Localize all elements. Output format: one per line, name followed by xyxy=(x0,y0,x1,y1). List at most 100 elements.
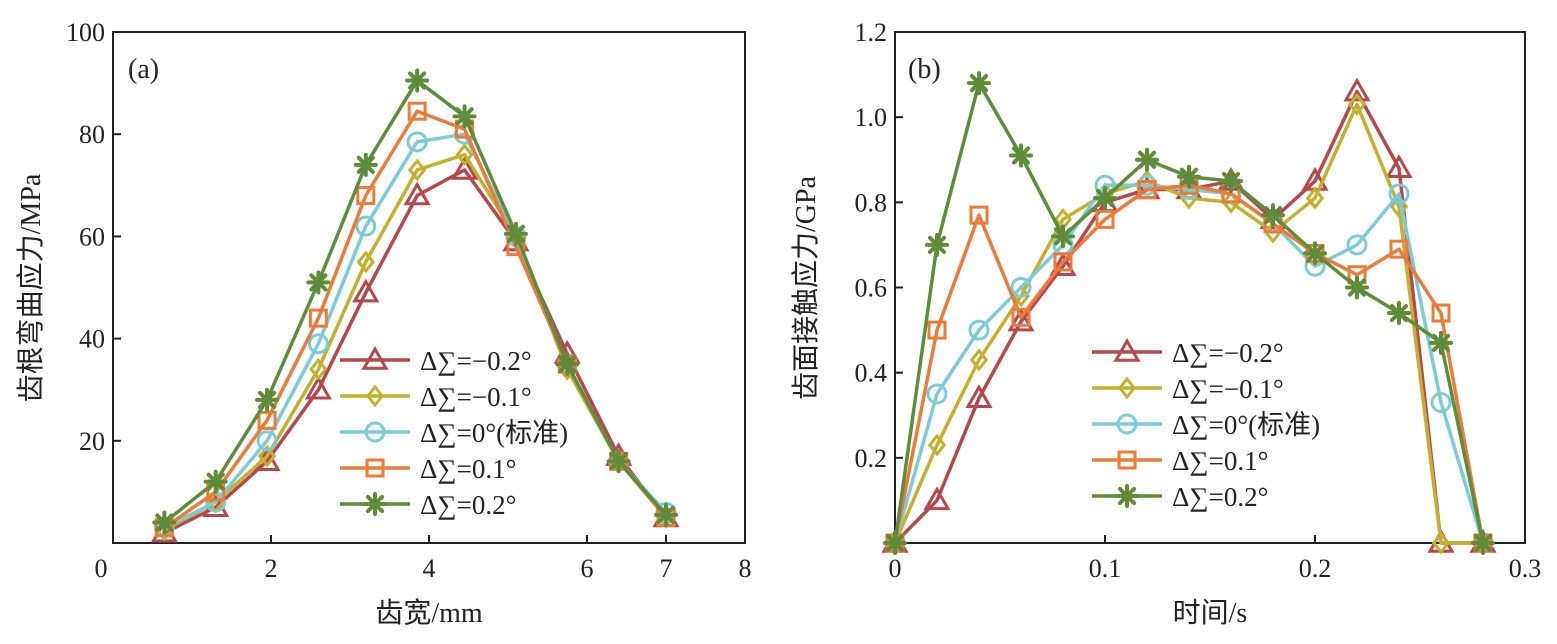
legend-entry: Δ∑=0.2° xyxy=(420,490,516,520)
y-tick-label: 1.0 xyxy=(855,103,888,132)
data-point xyxy=(152,510,177,535)
x-tick-label: 4 xyxy=(423,554,436,583)
data-point xyxy=(1179,186,1199,210)
data-point xyxy=(408,158,427,182)
series-line xyxy=(163,132,668,530)
data-point xyxy=(1471,531,1495,555)
data-point xyxy=(406,131,428,153)
data-point xyxy=(1053,252,1073,272)
data-point xyxy=(308,308,328,328)
data-point xyxy=(1011,307,1031,327)
y-tick-label: 0.2 xyxy=(855,444,888,473)
legend-marker xyxy=(363,492,387,516)
series-line xyxy=(893,183,1485,544)
data-point xyxy=(1051,224,1075,249)
data-point xyxy=(1429,330,1453,355)
data-point xyxy=(969,205,989,225)
legend-marker xyxy=(1117,450,1137,470)
data-point xyxy=(450,155,479,180)
x-tick-label: 7 xyxy=(660,554,673,583)
data-point xyxy=(1388,183,1410,205)
data-point xyxy=(256,430,278,452)
data-point xyxy=(257,444,277,468)
data-point xyxy=(1345,275,1369,300)
y-tick-label: 100 xyxy=(66,18,105,47)
legend: Δ∑=−0.2° Δ∑=−0.1° Δ∑=0°(标准) Δ∑=0.1° Δ∑=0.2° xyxy=(1092,337,1320,512)
data-point xyxy=(1049,252,1077,276)
y-tick-label: 0.8 xyxy=(855,188,888,217)
y-tick-label: 0.4 xyxy=(855,359,888,388)
data-point xyxy=(1431,531,1451,555)
legend: Δ∑=−0.2° Δ∑=−0.1° Δ∑=0°(标准) Δ∑=0.1° Δ∑=0.2° xyxy=(340,345,568,520)
data-point xyxy=(1261,203,1285,228)
x-tick-label: 0.2 xyxy=(1299,554,1332,583)
panel-label: (b) xyxy=(908,54,941,85)
data-point xyxy=(257,410,277,430)
x-tick-label: 0.1 xyxy=(1089,554,1122,583)
x-tick-label: 8 xyxy=(739,554,752,583)
data-point xyxy=(1347,92,1367,116)
data-point xyxy=(1389,239,1409,259)
chart-panel-b: 0 0.1 0.2 0.3 0.2 0.4 0.6 0.8 1.0 1.2 时间/s 齿面接触应力/G… xyxy=(790,18,1541,629)
y-tick-label: 20 xyxy=(79,427,105,456)
data-point xyxy=(355,215,377,237)
legend-marker xyxy=(361,345,389,370)
series-line xyxy=(163,168,668,535)
data-point xyxy=(555,352,580,377)
data-point xyxy=(304,375,332,400)
data-point xyxy=(356,250,375,274)
data-point xyxy=(1430,391,1452,413)
data-point xyxy=(969,348,989,372)
data-point xyxy=(654,502,678,527)
data-point xyxy=(926,383,948,405)
legend-entry: Δ∑=−0.2° xyxy=(1172,338,1284,368)
legend-entry: Δ∑=0.2° xyxy=(1172,482,1268,512)
legend-marker xyxy=(1113,337,1141,362)
data-point xyxy=(968,319,990,341)
y-tick-label: 1.2 xyxy=(855,18,888,47)
panel-label: (a) xyxy=(128,54,159,85)
legend-entry: Δ∑=−0.1° xyxy=(1172,374,1284,404)
data-point xyxy=(1305,186,1325,210)
data-point xyxy=(883,531,907,555)
data-point xyxy=(927,320,947,340)
y-axis-label: 齿根弯曲应力/MPa xyxy=(15,173,47,402)
data-point xyxy=(452,104,477,129)
x-tick-label: 6 xyxy=(581,554,594,583)
legend-marker xyxy=(1117,376,1137,400)
data-point xyxy=(1431,303,1451,323)
x-tick-label: 2 xyxy=(265,554,278,583)
data-point xyxy=(1385,154,1413,179)
data-point xyxy=(455,143,474,167)
x-axis-label: 齿宽/mm xyxy=(375,597,483,629)
legend-entry: Δ∑=−0.2° xyxy=(420,346,532,376)
data-point xyxy=(407,101,427,121)
data-point xyxy=(927,433,947,457)
series-3 xyxy=(154,101,676,538)
x-tick-label: 0.3 xyxy=(1509,554,1542,583)
data-point xyxy=(356,186,376,206)
data-point xyxy=(307,333,329,355)
series-4 xyxy=(152,68,678,535)
data-point xyxy=(503,221,528,246)
data-point xyxy=(353,152,378,177)
legend-entry: Δ∑=0°(标准) xyxy=(420,418,568,448)
data-point xyxy=(405,68,430,93)
data-point xyxy=(309,357,328,381)
data-point xyxy=(1009,143,1033,168)
data-point xyxy=(1135,147,1159,172)
data-point xyxy=(306,270,331,295)
legend-entry: Δ∑=0.1° xyxy=(1172,446,1268,476)
data-point xyxy=(1343,77,1371,102)
data-point xyxy=(255,387,280,412)
data-point xyxy=(1303,241,1327,266)
data-point xyxy=(203,469,228,494)
data-point xyxy=(1219,169,1243,194)
data-point xyxy=(403,181,431,206)
data-point xyxy=(606,449,631,474)
data-point xyxy=(965,384,993,408)
data-point xyxy=(1010,277,1032,298)
data-point xyxy=(1346,234,1368,256)
data-point xyxy=(923,486,951,511)
